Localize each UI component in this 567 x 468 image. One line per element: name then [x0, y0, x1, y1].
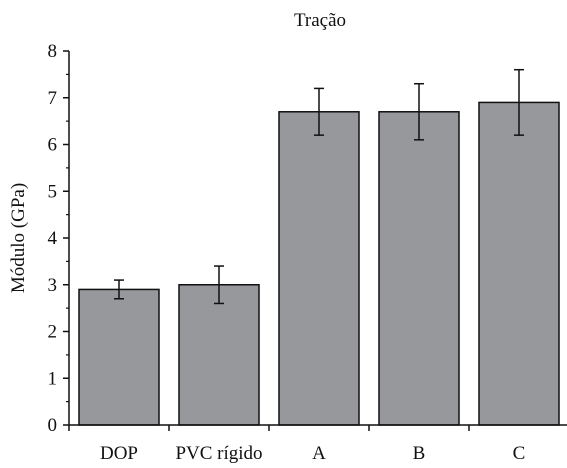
chart-title: Tração	[294, 10, 346, 31]
y-axis-title: Módulo (GPa)	[8, 183, 29, 293]
y-tick-label: 1	[48, 368, 58, 389]
x-tick-label: DOP	[100, 443, 138, 463]
bar-pvc-rígido	[179, 285, 259, 425]
x-tick-label: A	[312, 443, 326, 463]
y-tick-label: 2	[48, 322, 58, 343]
y-tick-label: 3	[48, 275, 58, 296]
x-tick-label: B	[413, 443, 426, 463]
y-tick-label: 0	[48, 415, 58, 436]
y-tick-label: 7	[48, 88, 58, 109]
bar-dop	[79, 289, 159, 425]
bar-c	[479, 102, 559, 425]
y-tick-label: 4	[48, 228, 58, 249]
bar-b	[379, 112, 459, 425]
bar-a	[279, 112, 359, 425]
x-tick-label: C	[513, 443, 526, 463]
y-tick-label: 8	[48, 41, 58, 62]
y-tick-label: 6	[48, 135, 58, 156]
x-tick-label: PVC rígido	[175, 443, 262, 463]
y-tick-label: 5	[48, 181, 58, 202]
plot-area: 0 1 2 3 4 5 6 7 8 DOP PVC rígido A B C	[48, 41, 567, 463]
